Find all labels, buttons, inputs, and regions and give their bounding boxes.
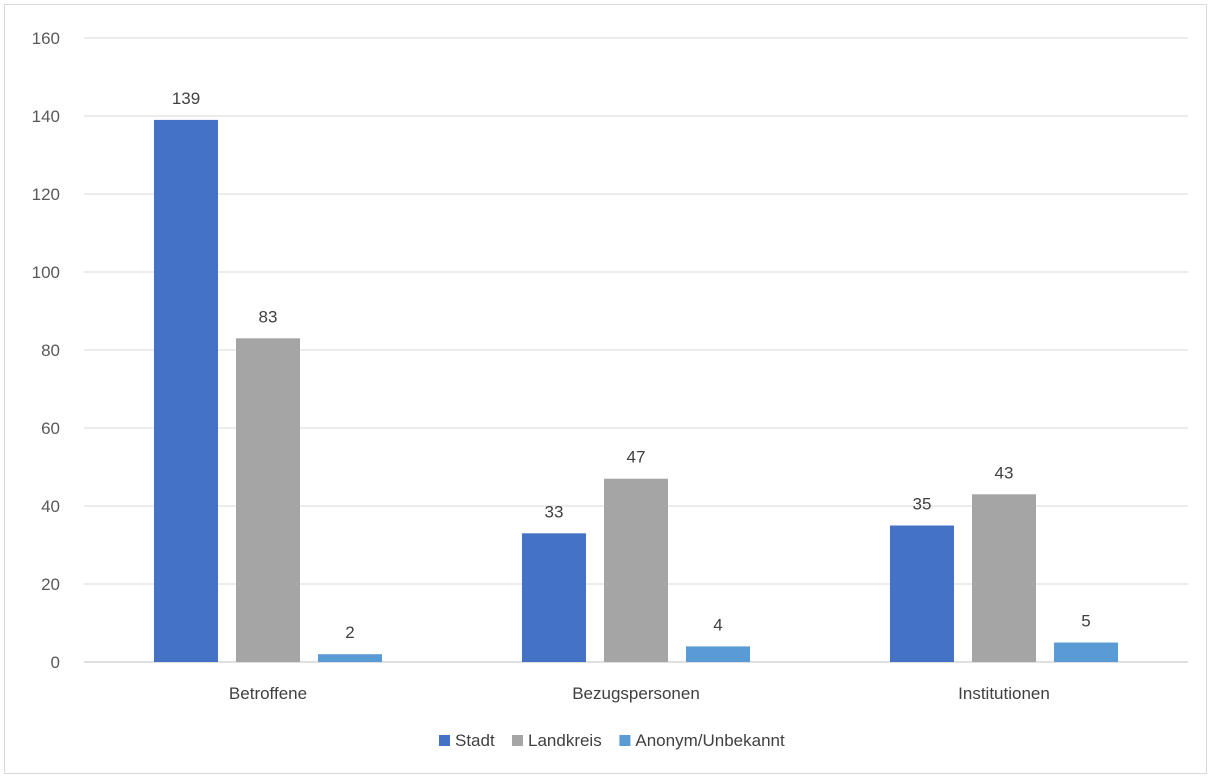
data-label: 139	[172, 89, 200, 108]
y-tick-label: 160	[32, 29, 60, 48]
y-tick-label: 80	[41, 341, 60, 360]
x-category-label: Institutionen	[958, 684, 1050, 703]
data-label: 83	[259, 307, 278, 326]
y-tick-label: 140	[32, 107, 60, 126]
y-tick-label: 0	[51, 653, 60, 672]
y-tick-label: 100	[32, 263, 60, 282]
bar-betroffene-landkreis	[236, 338, 300, 662]
legend-label: Landkreis	[528, 731, 602, 750]
bar-institutionen-landkreis	[972, 494, 1036, 662]
data-label: 2	[345, 623, 354, 642]
bar-institutionen-anonym-unbekannt	[1054, 642, 1118, 662]
y-tick-label: 20	[41, 575, 60, 594]
data-label: 35	[913, 495, 932, 514]
bar-bezugspersonen-anonym-unbekannt	[686, 646, 750, 662]
legend-item: Stadt	[439, 731, 495, 750]
legend-swatch	[439, 735, 450, 746]
data-label: 4	[713, 615, 722, 634]
y-tick-label: 60	[41, 419, 60, 438]
bar-bezugspersonen-stadt	[522, 533, 586, 662]
bar-bezugspersonen-landkreis	[604, 478, 668, 662]
legend-item: Landkreis	[512, 731, 602, 750]
legend-label: Stadt	[455, 731, 495, 750]
legend: Stadt Landkreis Anonym/Unbekannt	[439, 731, 785, 750]
legend-item: Anonym/Unbekannt	[619, 731, 785, 750]
bar-institutionen-stadt	[890, 525, 954, 662]
legend-swatch	[512, 735, 523, 746]
bar-betroffene-anonym-unbekannt	[318, 654, 382, 662]
x-category-label: Betroffene	[229, 684, 307, 703]
legend-label: Anonym/Unbekannt	[635, 731, 785, 750]
data-label: 5	[1081, 612, 1090, 631]
y-axis-ticks: 0 20 40 60 80 100 120 140 160	[32, 29, 60, 672]
data-label: 43	[995, 463, 1014, 482]
x-category-label: Bezugspersonen	[572, 684, 700, 703]
x-axis-categories: Betroffene Bezugspersonen Institutionen	[229, 684, 1050, 703]
data-label: 33	[545, 502, 564, 521]
bar-betroffene-stadt	[154, 119, 218, 662]
data-label: 47	[627, 448, 646, 467]
y-tick-label: 120	[32, 185, 60, 204]
bars	[154, 119, 1118, 662]
legend-swatch	[619, 735, 631, 746]
y-tick-label: 40	[41, 497, 60, 516]
